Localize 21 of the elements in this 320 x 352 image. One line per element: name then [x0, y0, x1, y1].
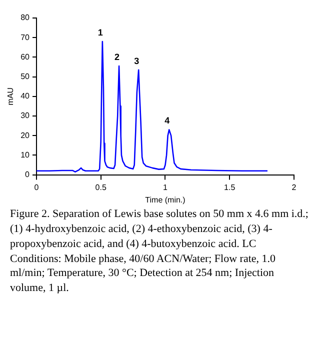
annotation: 1 [98, 28, 103, 38]
y-tick-label: 40 [20, 92, 30, 101]
caption: Figure 2. Separation of Lewis base solutes on 50 mm x 4.6 mm i.d.; (1) 4-hydroxybenzoic acid, (2) 4-ethoxybenzoic acid, (3) 4-propoxybenzoic acid, and (4) 4-butoxybenzoic acid. LC Conditions: Mobile phase, 40/60 ACN/Water; Flow rate, 1.0 ml/min; Temperature, 30 °C; Detection at 254 nm; Injection volume, 1 µl. [9, 207, 310, 296]
annotation: 4 [164, 116, 170, 126]
annotation: 2 [114, 52, 120, 62]
y-tick-label: 50 [20, 72, 30, 82]
y-tick-label: 10 [20, 150, 30, 160]
x-tick-label: 2 [292, 182, 297, 192]
annotation: 3 [134, 56, 140, 66]
x-axis-title: Time (min.) [145, 195, 186, 204]
x-tick-label: 0 [34, 182, 40, 192]
y-axis-title: mAU [6, 87, 16, 106]
y-tick-label: 30 [20, 111, 30, 120]
y-tick-label: 70 [20, 32, 30, 42]
y-tick-label: 0 [25, 170, 30, 180]
y-tick-label: 20 [20, 130, 30, 140]
y-tick-label: 60 [20, 52, 30, 62]
x-tick-label: 1 [163, 182, 168, 192]
y-tick-label: 80 [20, 13, 30, 22]
x-tick-label: 1.5 [224, 182, 236, 192]
x-tick-label: 0.5 [95, 182, 107, 192]
